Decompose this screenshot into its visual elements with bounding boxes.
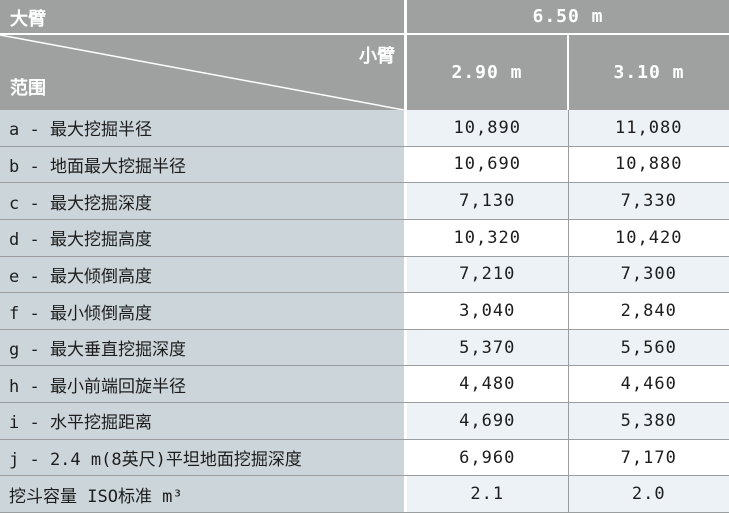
- header-corner-cell: 大臂 小臂 范围: [0, 0, 404, 110]
- row-value-arm2: 7,300: [568, 256, 729, 293]
- row-value-arm2: 5,380: [568, 403, 729, 439]
- arm-label: 小臂: [359, 46, 395, 67]
- row-value-arm2: 2.0: [568, 476, 729, 513]
- table-row: i - 水平挖掘距离 4,690 5,380: [0, 403, 729, 440]
- header-vertical-separator: [404, 0, 407, 110]
- row-value-arm1: 5,370: [407, 329, 568, 366]
- corner-diagonal-divider: [0, 35, 404, 110]
- table-row: g - 最大垂直挖掘深度 5,370 5,560: [0, 329, 729, 367]
- row-value-arm1: 2.1: [407, 476, 568, 513]
- row-value-arm1: 4,690: [407, 403, 568, 439]
- row-value-arm2: 4,460: [568, 366, 729, 403]
- table-row: h - 最小前端回旋半径 4,480 4,460: [0, 366, 729, 404]
- row-label: e - 最大倾倒高度: [0, 256, 404, 293]
- table-row: a - 最大挖掘半径 10,890 11,080: [0, 110, 729, 147]
- row-value-arm1: 3,040: [407, 293, 568, 329]
- table-row: b - 地面最大挖掘半径 10,690 10,880: [0, 146, 729, 184]
- row-value-arm1: 10,890: [407, 110, 568, 146]
- row-value-arm1: 10,320: [407, 219, 568, 256]
- row-value-arm2: 7,330: [568, 183, 729, 219]
- table-row: c - 最大挖掘深度 7,130 7,330: [0, 183, 729, 220]
- arm-length-option-2: 3.10 m: [613, 62, 685, 83]
- arm-length-option-1: 2.90 m: [451, 62, 523, 83]
- header-values: 6.50 m 2.90 m 3.10 m: [407, 0, 729, 110]
- row-value-arm1: 10,690: [407, 146, 568, 183]
- row-value-arm2: 2,840: [568, 293, 729, 329]
- row-label: c - 最大挖掘深度: [0, 183, 404, 219]
- row-value-arm2: 10,880: [568, 146, 729, 183]
- row-label: b - 地面最大挖掘半径: [0, 146, 404, 183]
- boom-label: 大臂: [10, 9, 46, 30]
- row-value-arm2: 5,560: [568, 329, 729, 366]
- row-value-arm1: 4,480: [407, 366, 568, 403]
- row-label: d - 最大挖掘高度: [0, 219, 404, 256]
- table-row: j - 2.4 m(8英尺)平坦地面挖掘深度 6,960 7,170: [0, 439, 729, 477]
- table-row: e - 最大倾倒高度 7,210 7,300: [0, 256, 729, 294]
- row-value-arm2: 10,420: [568, 219, 729, 256]
- row-value-arm1: 7,210: [407, 256, 568, 293]
- table-row-bucket-capacity: 挖斗容量 ISO标准 m³ 2.1 2.0: [0, 476, 729, 513]
- row-label: g - 最大垂直挖掘深度: [0, 329, 404, 366]
- row-value-arm1: 7,130: [407, 183, 568, 219]
- row-label: 挖斗容量 ISO标准 m³: [0, 476, 404, 513]
- row-label: f - 最小倾倒高度: [0, 293, 404, 329]
- table-header: 大臂 小臂 范围 6.50 m 2.90 m 3.10 m: [0, 0, 729, 110]
- table-body: a - 最大挖掘半径 10,890 11,080 b - 地面最大挖掘半径 10…: [0, 110, 729, 513]
- row-label: j - 2.4 m(8英尺)平坦地面挖掘深度: [0, 439, 404, 476]
- range-label: 范围: [10, 78, 46, 99]
- arm-column-separator: [567, 35, 569, 110]
- header-horizontal-separator: [407, 33, 729, 35]
- table-row: f - 最小倾倒高度 3,040 2,840: [0, 293, 729, 330]
- row-label: h - 最小前端回旋半径: [0, 366, 404, 403]
- corner-horizontal-divider: [0, 33, 404, 35]
- row-label: i - 水平挖掘距离: [0, 403, 404, 439]
- row-value-arm2: 7,170: [568, 439, 729, 476]
- boom-length-value: 6.50 m: [532, 6, 604, 27]
- row-value-arm2: 11,080: [568, 110, 729, 146]
- row-label: a - 最大挖掘半径: [0, 110, 404, 146]
- table-row: d - 最大挖掘高度 10,320 10,420: [0, 219, 729, 257]
- row-value-arm1: 6,960: [407, 439, 568, 476]
- arm-options-row: 2.90 m 3.10 m: [407, 35, 729, 110]
